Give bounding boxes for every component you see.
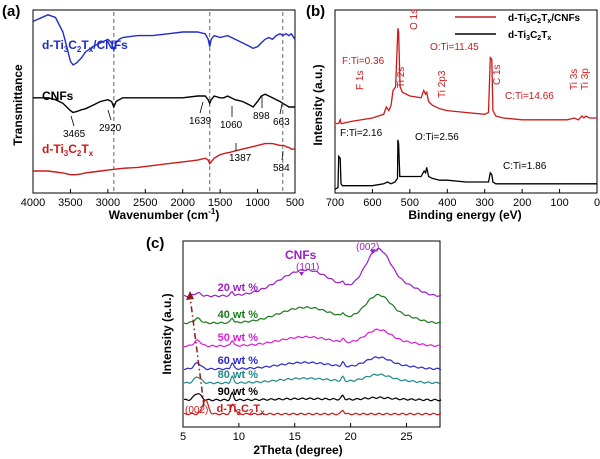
panel-c-label-5: 90 wt % — [218, 386, 259, 398]
panel-c-shift-arrowhead — [186, 291, 194, 300]
panel-b-frame — [334, 9, 598, 194]
panel-b-ann-cti-mxene: C:Ti=1.86 — [503, 161, 547, 172]
panel-c-peak-002-mxene: (002) — [185, 405, 208, 416]
panel-c-xticklabel-10: 10 — [233, 431, 245, 443]
panel-a-peak-663: 663 — [273, 117, 290, 128]
panel-b-ann-ti3p: Ti 3p — [580, 68, 591, 90]
panel-label-b: (b) — [306, 3, 325, 20]
panel-b-xticklabel-500: 500 — [401, 197, 419, 209]
panel-c-series-1 — [183, 293, 442, 325]
panel-b-xticklabel-600: 600 — [363, 197, 381, 209]
panel-c-label-6: d-Ti3C2Tx — [217, 403, 266, 417]
panel-c-xticklabel-20: 20 — [344, 431, 356, 443]
panel-b-legend-mxene: d-Ti3C2Tx — [508, 30, 551, 42]
panel-c-xlabel: 2Theta (degree) — [253, 443, 342, 457]
panel-a-peak-1387: 1387 — [229, 153, 252, 164]
panel-b-ann-o1s: O 1s — [409, 9, 420, 30]
panel-c-peak-101: (101) — [296, 262, 319, 273]
panel-c-label-1: 40 wt % — [218, 309, 259, 321]
panel-a-peak-arrows — [70, 96, 284, 161]
panel-b-ann-oti-hybrid: O:Ti=11.45 — [430, 42, 479, 53]
panel-label-c: (c) — [146, 235, 164, 252]
panel-c-xticklabel-5: 5 — [180, 431, 186, 443]
panel-a-peak-2920: 2920 — [99, 123, 122, 134]
panel-c-series-4 — [183, 373, 442, 385]
panel-b-ann-ti2p3: Ti 2p3 — [437, 70, 448, 98]
panel-c-series-0 — [183, 247, 442, 298]
panel-b-ann-fti-mxene: F:Ti=2.16 — [340, 128, 383, 139]
panel-b-ann-f1s: F 1s — [355, 71, 366, 90]
panel-label-a: (a) — [2, 3, 20, 20]
panel-b-xticklabel-300: 300 — [476, 197, 494, 209]
panel-b-xticklabel-200: 200 — [513, 197, 531, 209]
panel-c-series-2 — [183, 328, 442, 348]
panel-c-label-0: 20 wt % — [218, 282, 259, 294]
panel-a-label-cnfs: CNFs — [42, 89, 74, 103]
panel-b-xticklabel-700: 700 — [326, 197, 344, 209]
panel-b-xticklabel-0: 0 — [594, 197, 600, 209]
panel-a-peak-584: 584 — [273, 163, 290, 174]
panel-b-ann-fti-hybrid: F:Ti=0.36 — [342, 56, 385, 67]
panel-c-xticklabel-25: 25 — [400, 431, 412, 443]
panel-a-xticklabel-2000: 2000 — [170, 197, 194, 209]
panel-b-series-0 — [334, 28, 597, 126]
panel-a-ftir: 4000 3500 3000 2500 2000 1500 1000 500 Transmit… — [11, 9, 304, 222]
panel-a-xticklabel-4000: 4000 — [21, 197, 45, 209]
panel-a-ylabel: Transmittance — [11, 64, 25, 146]
panel-a-series-1 — [33, 93, 295, 114]
panel-a-xticklabel-1500: 1500 — [208, 197, 232, 209]
panel-c-frame — [182, 240, 441, 428]
panel-b-ann-ti3s: Ti 3s — [569, 69, 580, 90]
panel-a-series-2 — [33, 142, 295, 176]
panel-a-xticklabel-1000: 1000 — [245, 197, 269, 209]
panel-b-xlabel: Binding energy (eV) — [408, 208, 521, 222]
panel-c-label-4: 80 wt % — [218, 369, 259, 381]
panel-b-ann-c1s: C 1s — [492, 64, 503, 85]
panel-a-xlabel: Wavenumber (cm-1) — [109, 207, 220, 222]
panel-a-frame — [32, 9, 296, 194]
panel-a-xticklabel-3500: 3500 — [58, 197, 82, 209]
panel-a-series-0 — [32, 14, 296, 66]
panel-a-peak-3465: 3465 — [63, 129, 86, 140]
panel-c-marker-002 — [370, 250, 375, 254]
panel-a-peak-1060: 1060 — [220, 120, 243, 131]
panel-a-label-mxene: d-Ti3C2Tx — [42, 142, 94, 158]
panel-b-ann-oti-mxene: O:Ti=2.56 — [415, 132, 459, 143]
panel-b-xticklabel-400: 400 — [438, 197, 456, 209]
panel-c-marker-101 — [299, 272, 304, 276]
panel-b-ann-ti2s: Ti 2s — [396, 67, 407, 88]
panel-a-peak-1639: 1639 — [189, 116, 212, 127]
panel-b-xps: 700 600 500 400 300 200 100 0 Intensity (a.u.) … — [311, 9, 600, 222]
panel-a-xticklabel-500: 500 — [286, 197, 304, 209]
panel-c-series-6 — [183, 399, 442, 416]
panel-a-xticklabel-2500: 2500 — [133, 197, 157, 209]
panel-c-xrd: 5 10 15 20 25 20 wt % 40 wt % 50 wt % 60 wt % 80… — [160, 240, 442, 457]
panel-b-legend: d-Ti3C2Tx/CNFs d-Ti3C2Tx — [455, 13, 581, 42]
panel-c-ylabel: Intensity (a.u.) — [160, 293, 174, 374]
panel-c-xticklabel-15: 15 — [289, 431, 301, 443]
panel-a-peak-898: 898 — [253, 111, 270, 122]
panel-c-shift-arrow — [189, 295, 205, 407]
panel-c-peak-002-top: (002) — [356, 242, 379, 253]
panel-c-series-5 — [183, 391, 442, 402]
panel-b-xticklabel-100: 100 — [550, 197, 568, 209]
panel-a-xticklabel-3000: 3000 — [96, 197, 120, 209]
panel-c-label-2: 50 wt % — [218, 332, 259, 344]
panel-b-series-1 — [334, 139, 597, 190]
panel-b-ylabel: Intensity (a.u.) — [311, 64, 325, 145]
panel-b-ann-cti-hybrid: C:Ti=14.66 — [505, 91, 554, 102]
panel-c-cnfs-label: CNFs — [285, 248, 317, 262]
panel-b-legend-hybrid: d-Ti3C2Tx/CNFs — [508, 13, 581, 25]
panel-c-series-3 — [183, 356, 442, 371]
panel-a-label-hybrid: d-Ti3C2Tx/CNFs — [42, 38, 128, 54]
panel-c-label-3: 60 wt % — [218, 355, 259, 367]
